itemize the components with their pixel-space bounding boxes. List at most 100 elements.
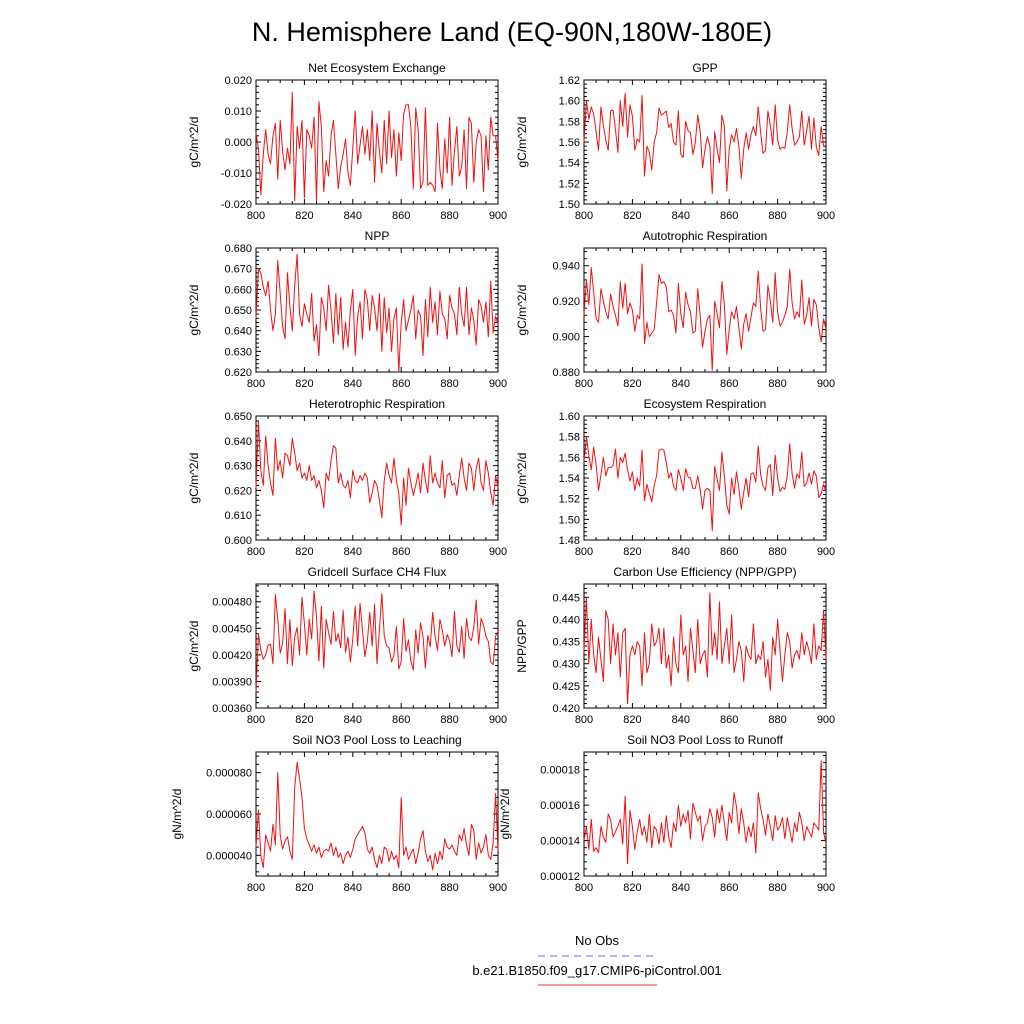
series-line <box>255 590 499 693</box>
x-tick-label: 820 <box>623 378 641 390</box>
panel-9: Soil NO3 Pool Loss to Runoff gN/m^2/d 800 8… <box>498 733 835 894</box>
panel-4: Heterotrophic Respiration gC/m^2/d 800 820 8… <box>187 397 507 558</box>
series-line <box>255 761 499 871</box>
series-line <box>583 436 827 532</box>
x-tick-label: 860 <box>392 378 410 390</box>
y-tick-label: 0.00018 <box>540 765 580 777</box>
panel-title: NPP <box>365 229 390 243</box>
x-tick-label: 840 <box>672 714 690 726</box>
x-tick-label: 820 <box>623 546 641 558</box>
plot-frame <box>583 751 827 877</box>
y-tick-label: 1.52 <box>559 178 580 190</box>
x-tick-label: 800 <box>575 546 593 558</box>
y-axis-label: gC/m^2/d <box>187 117 201 168</box>
y-axis-label: gN/m^2/d <box>498 789 512 840</box>
x-tick-label: 900 <box>817 378 835 390</box>
y-tick-label: 0.640 <box>224 326 252 338</box>
x-tick-label: 840 <box>672 882 690 894</box>
x-tick-label: 860 <box>392 210 410 222</box>
series-line <box>255 253 499 373</box>
x-tick-label: 800 <box>575 714 593 726</box>
panel-title: Soil NO3 Pool Loss to Runoff <box>627 733 784 747</box>
x-tick-label: 860 <box>392 546 410 558</box>
x-tick-label: 860 <box>720 714 738 726</box>
x-tick-label: 840 <box>344 714 362 726</box>
figure-title: N. Hemisphere Land (EQ-90N,180W-180E) <box>252 17 772 47</box>
x-tick-label: 900 <box>489 546 507 558</box>
panel-7: Carbon Use Efficiency (NPP/GPP) NPP/GPP 80… <box>515 565 835 726</box>
x-tick-label: 800 <box>247 882 265 894</box>
x-tick-label: 840 <box>344 546 362 558</box>
y-tick-label: 1.48 <box>559 535 580 547</box>
x-tick-label: 860 <box>720 882 738 894</box>
x-tick-label: 800 <box>247 378 265 390</box>
panel-3: Autotrophic Respiration gC/m^2/d 800 820 840… <box>515 229 835 390</box>
plot-frame <box>583 415 827 541</box>
y-axis-label: NPP/GPP <box>515 619 529 672</box>
panel-title: Ecosystem Respiration <box>644 397 767 411</box>
panel-1: GPP gC/m^2/d 800 820 840 860 880 900 1.50 1.52 1.5… <box>515 61 835 222</box>
x-tick-label: 800 <box>247 546 265 558</box>
x-tick-label: 900 <box>817 546 835 558</box>
y-tick-label: 1.58 <box>559 116 580 128</box>
plot-frame <box>583 79 827 205</box>
panel-title: Heterotrophic Respiration <box>309 397 445 411</box>
y-axis-label: gC/m^2/d <box>515 453 529 504</box>
x-tick-label: 880 <box>768 546 786 558</box>
y-tick-label: 0.00012 <box>540 871 580 883</box>
y-tick-label: 1.56 <box>559 137 580 149</box>
x-tick-label: 860 <box>392 714 410 726</box>
panel-5: Ecosystem Respiration gC/m^2/d 800 820 840 86… <box>515 397 835 558</box>
y-axis-label: gC/m^2/d <box>515 117 529 168</box>
y-tick-label: -0.010 <box>221 168 252 180</box>
x-tick-label: 800 <box>575 210 593 222</box>
panel-8: Soil NO3 Pool Loss to Leaching gN/m^2/d 80… <box>170 733 507 894</box>
x-tick-label: 900 <box>489 378 507 390</box>
x-tick-label: 880 <box>768 882 786 894</box>
x-tick-label: 820 <box>623 714 641 726</box>
panel-grid: Net Ecosystem Exchange gC/m^2/d 800 820 840 8… <box>170 61 835 894</box>
y-tick-label: 1.50 <box>559 514 580 526</box>
y-tick-label: 0.000060 <box>206 809 252 821</box>
y-tick-label: 0.010 <box>224 106 252 118</box>
y-tick-label: 0.00480 <box>212 597 252 609</box>
x-tick-label: 820 <box>295 210 313 222</box>
x-tick-label: 820 <box>623 210 641 222</box>
x-tick-label: 880 <box>440 210 458 222</box>
y-axis-label: gC/m^2/d <box>515 285 529 336</box>
y-tick-label: 0.020 <box>224 75 252 87</box>
y-tick-label: 0.900 <box>552 332 580 344</box>
x-tick-label: 860 <box>720 546 738 558</box>
y-tick-label: 1.56 <box>559 452 580 464</box>
y-tick-label: 0.940 <box>552 261 580 273</box>
x-tick-label: 880 <box>440 714 458 726</box>
x-tick-label: 820 <box>295 378 313 390</box>
x-tick-label: 800 <box>247 210 265 222</box>
y-tick-label: 0.430 <box>552 659 580 671</box>
y-tick-label: 0.000080 <box>206 768 252 780</box>
x-tick-label: 880 <box>768 714 786 726</box>
x-tick-label: 800 <box>575 882 593 894</box>
y-tick-label: 0.425 <box>552 681 580 693</box>
series-line <box>255 91 499 202</box>
x-tick-label: 820 <box>295 882 313 894</box>
x-tick-label: 900 <box>489 714 507 726</box>
y-tick-label: 1.60 <box>559 411 580 423</box>
y-tick-label: 0.00360 <box>212 703 252 715</box>
y-axis-label: gC/m^2/d <box>187 453 201 504</box>
x-tick-label: 840 <box>344 882 362 894</box>
y-tick-label: 0.610 <box>224 510 252 522</box>
x-tick-label: 840 <box>344 378 362 390</box>
series-line <box>583 92 827 195</box>
x-tick-label: 860 <box>720 210 738 222</box>
panel-title: Autotrophic Respiration <box>643 229 768 243</box>
y-tick-label: 0.420 <box>552 703 580 715</box>
panel-title: GPP <box>692 61 717 75</box>
y-tick-label: 1.50 <box>559 199 580 211</box>
y-tick-label: 1.62 <box>559 75 580 87</box>
plot-frame <box>583 247 827 373</box>
plot-frame <box>255 583 499 709</box>
y-tick-label: 0.640 <box>224 436 252 448</box>
y-tick-label: 0.000 <box>224 137 252 149</box>
x-tick-label: 860 <box>392 882 410 894</box>
